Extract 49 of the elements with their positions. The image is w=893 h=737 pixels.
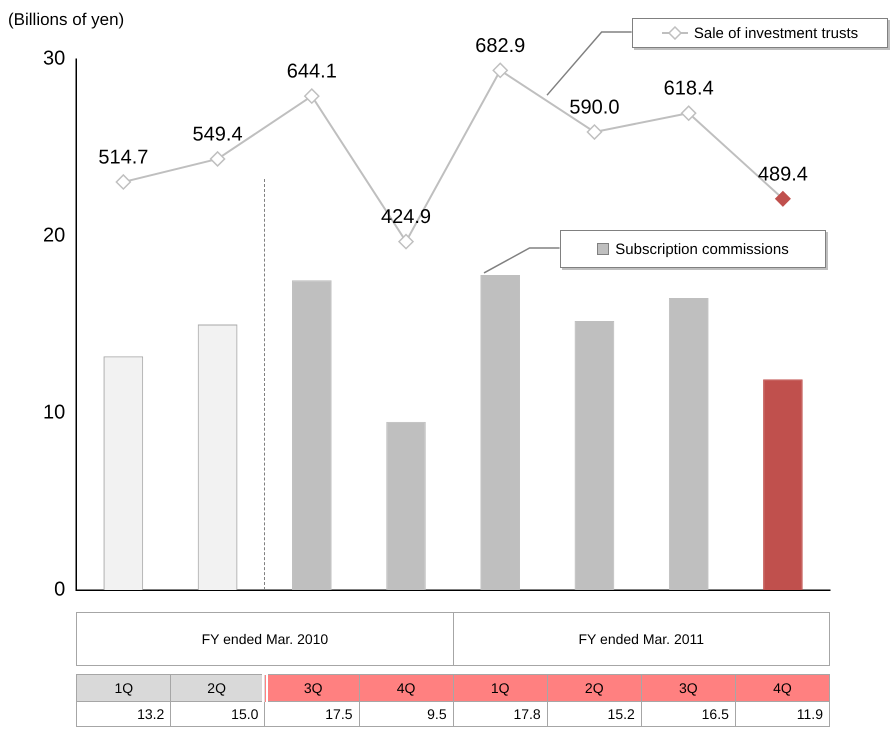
data-label: 15.0 <box>170 702 265 726</box>
data-label: 13.2 <box>76 702 171 726</box>
data-label: 514.7 <box>98 146 148 169</box>
text: FY ended Mar. 2011 <box>453 612 830 666</box>
y-tick-label: 10 <box>42 402 66 424</box>
callout-box: Sale of investment trusts <box>632 18 888 48</box>
text: FY ended Mar. 2010 <box>76 612 454 666</box>
x-tick-label: 2Q <box>547 674 642 702</box>
point <box>116 174 132 190</box>
callout-box: Subscription commissions <box>560 230 826 268</box>
x-tick-label: 4Q <box>735 674 830 702</box>
x-tick-label: 3Q <box>264 674 360 702</box>
data-label: 17.8 <box>453 702 548 726</box>
point <box>680 105 696 121</box>
y-tick-label: 30 <box>42 48 66 70</box>
y-tick-label: 20 <box>42 224 66 247</box>
bar <box>292 280 332 590</box>
data-label: 17.5 <box>264 702 360 726</box>
x-tick-label: 1Q <box>453 674 548 702</box>
data-label: 11.9 <box>735 702 830 726</box>
bar <box>763 379 803 590</box>
x-tick-label: 2Q <box>170 674 265 702</box>
point <box>586 124 602 140</box>
point <box>210 151 226 167</box>
point <box>304 88 320 104</box>
data-label: 9.5 <box>359 702 454 726</box>
bar <box>574 320 614 590</box>
legend-label: Subscription commissions <box>615 240 789 258</box>
data-label: 644.1 <box>286 60 337 83</box>
y-axis-title: (Billions of yen) <box>8 10 124 30</box>
bar <box>480 274 520 590</box>
data-label: 15.2 <box>547 702 642 726</box>
point <box>775 191 791 207</box>
data-label: 682.9 <box>475 34 526 57</box>
bar <box>668 298 708 590</box>
data-label: 590.0 <box>569 96 620 119</box>
data-label: 549.4 <box>192 123 243 146</box>
x-tick-label: 1Q <box>76 674 171 702</box>
data-label: 489.4 <box>758 163 808 186</box>
x-tick-label: 3Q <box>641 674 736 702</box>
point <box>492 62 508 78</box>
y-tick-label: 0 <box>54 578 66 601</box>
data-label: 16.5 <box>641 702 736 726</box>
point <box>398 234 414 250</box>
bar <box>386 422 426 590</box>
x-tick-label: 4Q <box>359 674 454 702</box>
data-label: 618.4 <box>664 78 714 100</box>
data-label: 424.9 <box>380 206 432 228</box>
legend-label: Sale of investment trusts <box>694 24 858 42</box>
